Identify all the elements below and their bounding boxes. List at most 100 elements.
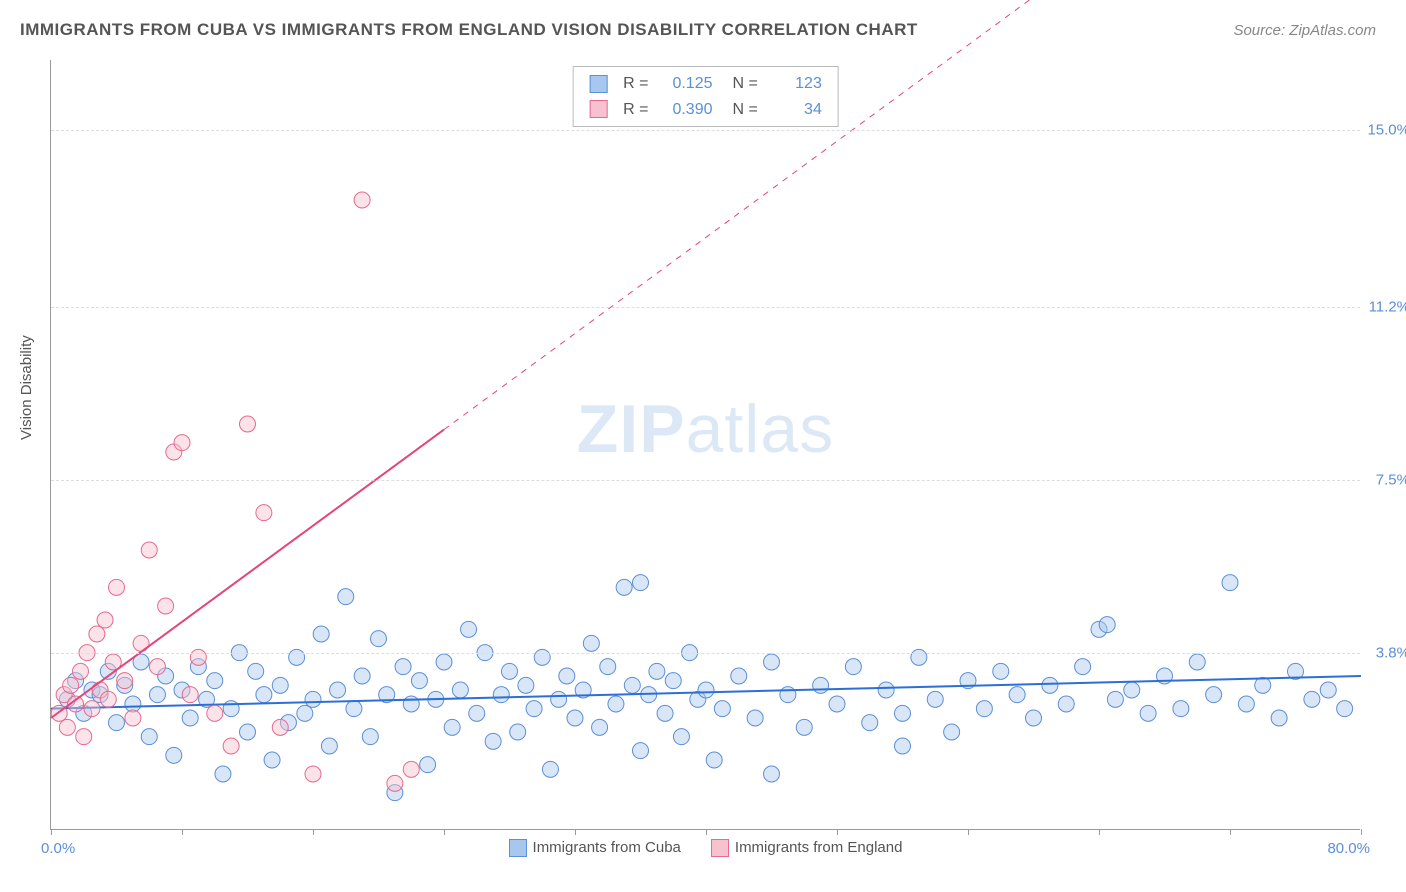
gridline — [51, 480, 1360, 481]
scatter-point-cuba — [706, 752, 722, 768]
scatter-point-cuba — [608, 696, 624, 712]
scatter-point-cuba — [411, 673, 427, 689]
scatter-point-cuba — [673, 729, 689, 745]
scatter-point-cuba — [1075, 659, 1091, 675]
scatter-point-cuba — [559, 668, 575, 684]
scatter-point-cuba — [330, 682, 346, 698]
scatter-point-cuba — [109, 715, 125, 731]
x-tick — [968, 829, 969, 835]
y-tick-label: 11.2% — [1369, 299, 1406, 316]
scatter-point-cuba — [698, 682, 714, 698]
source-attribution: Source: ZipAtlas.com — [1233, 22, 1376, 39]
scatter-point-cuba — [305, 691, 321, 707]
scatter-point-cuba — [1173, 701, 1189, 717]
scatter-point-cuba — [436, 654, 452, 670]
scatter-point-england — [403, 761, 419, 777]
scatter-point-cuba — [215, 766, 231, 782]
scatter-point-cuba — [444, 719, 460, 735]
legend-swatch — [711, 839, 729, 857]
scatter-point-england — [97, 612, 113, 628]
y-tick-label: 7.5% — [1376, 472, 1406, 489]
legend-swatch — [589, 75, 607, 93]
scatter-point-cuba — [346, 701, 362, 717]
scatter-point-england — [84, 701, 100, 717]
legend-swatch — [509, 839, 527, 857]
scatter-point-england — [141, 542, 157, 558]
scatter-point-cuba — [542, 761, 558, 777]
scatter-point-cuba — [469, 705, 485, 721]
scatter-point-cuba — [657, 705, 673, 721]
scatter-point-cuba — [633, 743, 649, 759]
scatter-point-cuba — [502, 663, 518, 679]
scatter-point-england — [89, 626, 105, 642]
r-label: R = — [623, 97, 648, 123]
scatter-point-cuba — [1238, 696, 1254, 712]
scatter-point-england — [76, 729, 92, 745]
legend-item: Immigrants from Cuba — [509, 839, 681, 857]
scatter-point-cuba — [297, 705, 313, 721]
scatter-point-cuba — [1222, 575, 1238, 591]
scatter-point-cuba — [592, 719, 608, 735]
x-tick — [313, 829, 314, 835]
scatter-point-cuba — [1058, 696, 1074, 712]
legend-swatch — [589, 100, 607, 118]
r-label: R = — [623, 71, 648, 97]
x-tick — [706, 829, 707, 835]
scatter-point-england — [354, 192, 370, 208]
x-tick — [1361, 829, 1362, 835]
scatter-point-cuba — [845, 659, 861, 675]
stats-legend-row: R = 0.125 N = 123 — [589, 71, 822, 97]
scatter-point-cuba — [714, 701, 730, 717]
scatter-point-cuba — [747, 710, 763, 726]
scatter-point-cuba — [518, 677, 534, 693]
scatter-point-cuba — [1042, 677, 1058, 693]
r-value: 0.125 — [659, 71, 713, 97]
scatter-point-cuba — [944, 724, 960, 740]
n-value: 123 — [768, 71, 822, 97]
n-label: N = — [733, 97, 758, 123]
scatter-point-cuba — [927, 691, 943, 707]
gridline — [51, 653, 1360, 654]
scatter-point-england — [223, 738, 239, 754]
gridline — [51, 130, 1360, 131]
x-tick — [51, 829, 52, 835]
scatter-point-england — [272, 719, 288, 735]
n-value: 34 — [768, 97, 822, 123]
scatter-point-cuba — [1304, 691, 1320, 707]
y-tick-label: 15.0% — [1367, 122, 1406, 139]
plot-area: ZIPatlas R =0.125N =123R =0.390N =34 0.0… — [50, 60, 1360, 830]
scatter-point-cuba — [665, 673, 681, 689]
scatter-point-england — [109, 579, 125, 595]
scatter-point-england — [305, 766, 321, 782]
scatter-point-cuba — [461, 621, 477, 637]
x-tick — [1099, 829, 1100, 835]
scatter-point-cuba — [1099, 617, 1115, 633]
scatter-point-cuba — [313, 626, 329, 642]
trendline-dashed-england — [444, 0, 1361, 430]
scatter-point-cuba — [395, 659, 411, 675]
r-value: 0.390 — [659, 97, 713, 123]
x-tick — [182, 829, 183, 835]
scatter-point-cuba — [420, 757, 436, 773]
stats-legend: R = 0.125 N = 123 R = 0.390 N = 34 — [572, 66, 839, 127]
stats-legend-row: R = 0.390 N = 34 — [589, 97, 822, 123]
scatter-point-cuba — [993, 663, 1009, 679]
scatter-point-cuba — [1255, 677, 1271, 693]
trendline-england — [51, 430, 444, 718]
scatter-point-cuba — [526, 701, 542, 717]
scatter-point-england — [100, 691, 116, 707]
scatter-point-cuba — [862, 715, 878, 731]
x-tick — [1230, 829, 1231, 835]
scatter-point-cuba — [731, 668, 747, 684]
scatter-point-cuba — [764, 766, 780, 782]
scatter-point-cuba — [272, 677, 288, 693]
scatter-point-cuba — [895, 705, 911, 721]
scatter-point-england — [125, 710, 141, 726]
scatter-point-england — [72, 663, 88, 679]
scatter-point-cuba — [510, 724, 526, 740]
scatter-point-cuba — [338, 589, 354, 605]
scatter-point-cuba — [321, 738, 337, 754]
scatter-point-cuba — [493, 687, 509, 703]
scatter-point-cuba — [780, 687, 796, 703]
n-label: N = — [733, 71, 758, 97]
